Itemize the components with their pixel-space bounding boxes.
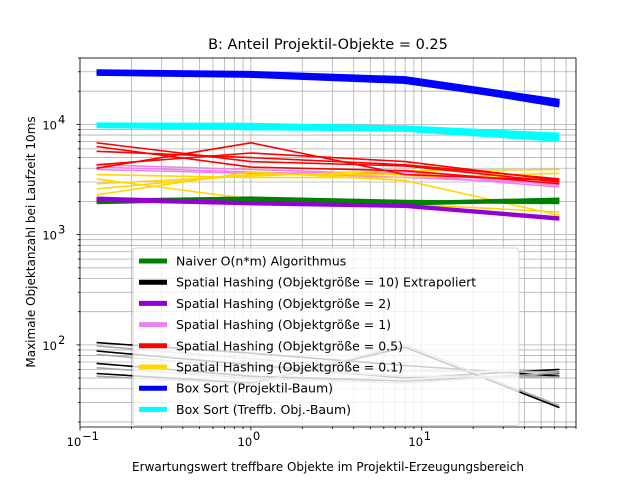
x-tick-label-exponent: −1 <box>82 429 99 443</box>
x-axis-label: Erwartungswert treffbare Objekte im Proj… <box>132 460 524 474</box>
legend-label: Box Sort (Projektil-Baum) <box>176 381 333 396</box>
series-5 <box>96 196 560 221</box>
series-lines <box>96 69 560 409</box>
legend-label: Spatial Hashing (Objektgröße = 1) <box>176 317 391 332</box>
legend-label: Spatial Hashing (Objektgröße = 2) <box>176 296 391 311</box>
x-tick-label: 10 <box>67 435 82 449</box>
series-6 <box>96 122 560 142</box>
legend-label: Spatial Hashing (Objektgröße = 0.5) <box>176 338 403 353</box>
series-line <box>96 145 560 185</box>
y-tick-label: 10 <box>42 339 57 353</box>
legend: Naiver O(n*m) Algorithmus Spatial Hashing… <box>132 247 520 427</box>
chart-title: B: Anteil Projektil-Objekte = 0.25 <box>208 37 448 53</box>
x-tick-label: 10 <box>238 435 253 449</box>
series-line <box>96 122 560 140</box>
legend-label: Box Sort (Treffb. Obj.-Baum) <box>176 402 351 417</box>
legend-label: Naiver O(n*m) Algorithmus <box>176 254 346 269</box>
legend-label: Spatial Hashing (Objektgröße = 10) Extra… <box>176 275 476 290</box>
series-line <box>96 142 560 183</box>
y-tick-label-exponent: 2 <box>58 333 65 347</box>
y-tick-label-exponent: 4 <box>58 112 65 126</box>
series-line <box>96 70 560 106</box>
series-line <box>96 152 560 182</box>
legend-label: Spatial Hashing (Objektgröße = 0.1) <box>176 360 403 375</box>
x-tick-label-exponent: 0 <box>253 429 260 443</box>
x-tick-label-exponent: 1 <box>424 429 431 443</box>
series-7 <box>96 69 560 108</box>
series-3 <box>96 142 560 185</box>
y-tick-label: 10 <box>42 229 57 243</box>
x-tick-label: 10 <box>408 435 423 449</box>
series-line <box>96 171 560 216</box>
legend-box <box>132 247 520 427</box>
series-line <box>96 196 560 220</box>
series-line <box>96 172 560 179</box>
series-line <box>96 168 560 185</box>
y-tick-label: 10 <box>42 118 57 132</box>
y-tick-label-exponent: 3 <box>58 223 65 237</box>
series-2 <box>96 168 560 216</box>
plot-frame <box>79 57 577 428</box>
y-axis-label: Maximale Objektanzahl bei Laufzeit 10ms <box>24 116 38 367</box>
